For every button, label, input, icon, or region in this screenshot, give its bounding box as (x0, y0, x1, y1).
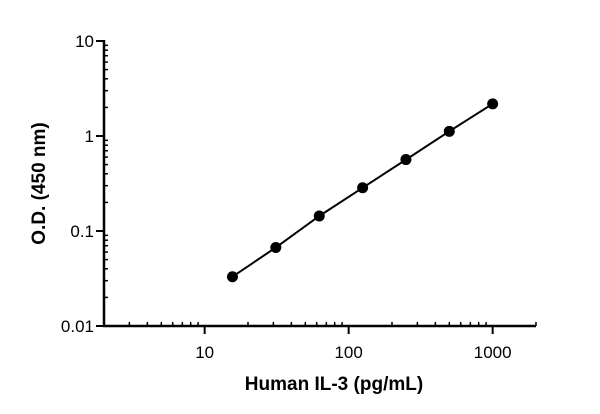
data-point (400, 154, 412, 166)
data-point (443, 125, 455, 137)
y-tick-label: 10 (75, 32, 94, 51)
x-axis-ticks: 10 100 1000 (103, 322, 537, 362)
y-tick-label: 0.01 (61, 317, 94, 336)
data-point (270, 242, 282, 254)
x-tick-label: 100 (334, 343, 362, 362)
x-tick-label: 10 (195, 343, 214, 362)
y-tick-label: 1 (85, 127, 94, 146)
x-axis-title: Human IL-3 (pg/mL) (245, 374, 423, 395)
data-point (357, 182, 369, 194)
data-point (226, 271, 238, 283)
data-series (226, 98, 499, 283)
x-tick-label: 1000 (474, 343, 512, 362)
y-tick-label: 0.1 (70, 222, 94, 241)
y-axis-ticks: 0.01 0.1 1 10 (61, 32, 108, 336)
y-axis-title: O.D. (450 nm) (29, 122, 50, 244)
data-point (313, 210, 325, 222)
data-point (487, 98, 499, 110)
